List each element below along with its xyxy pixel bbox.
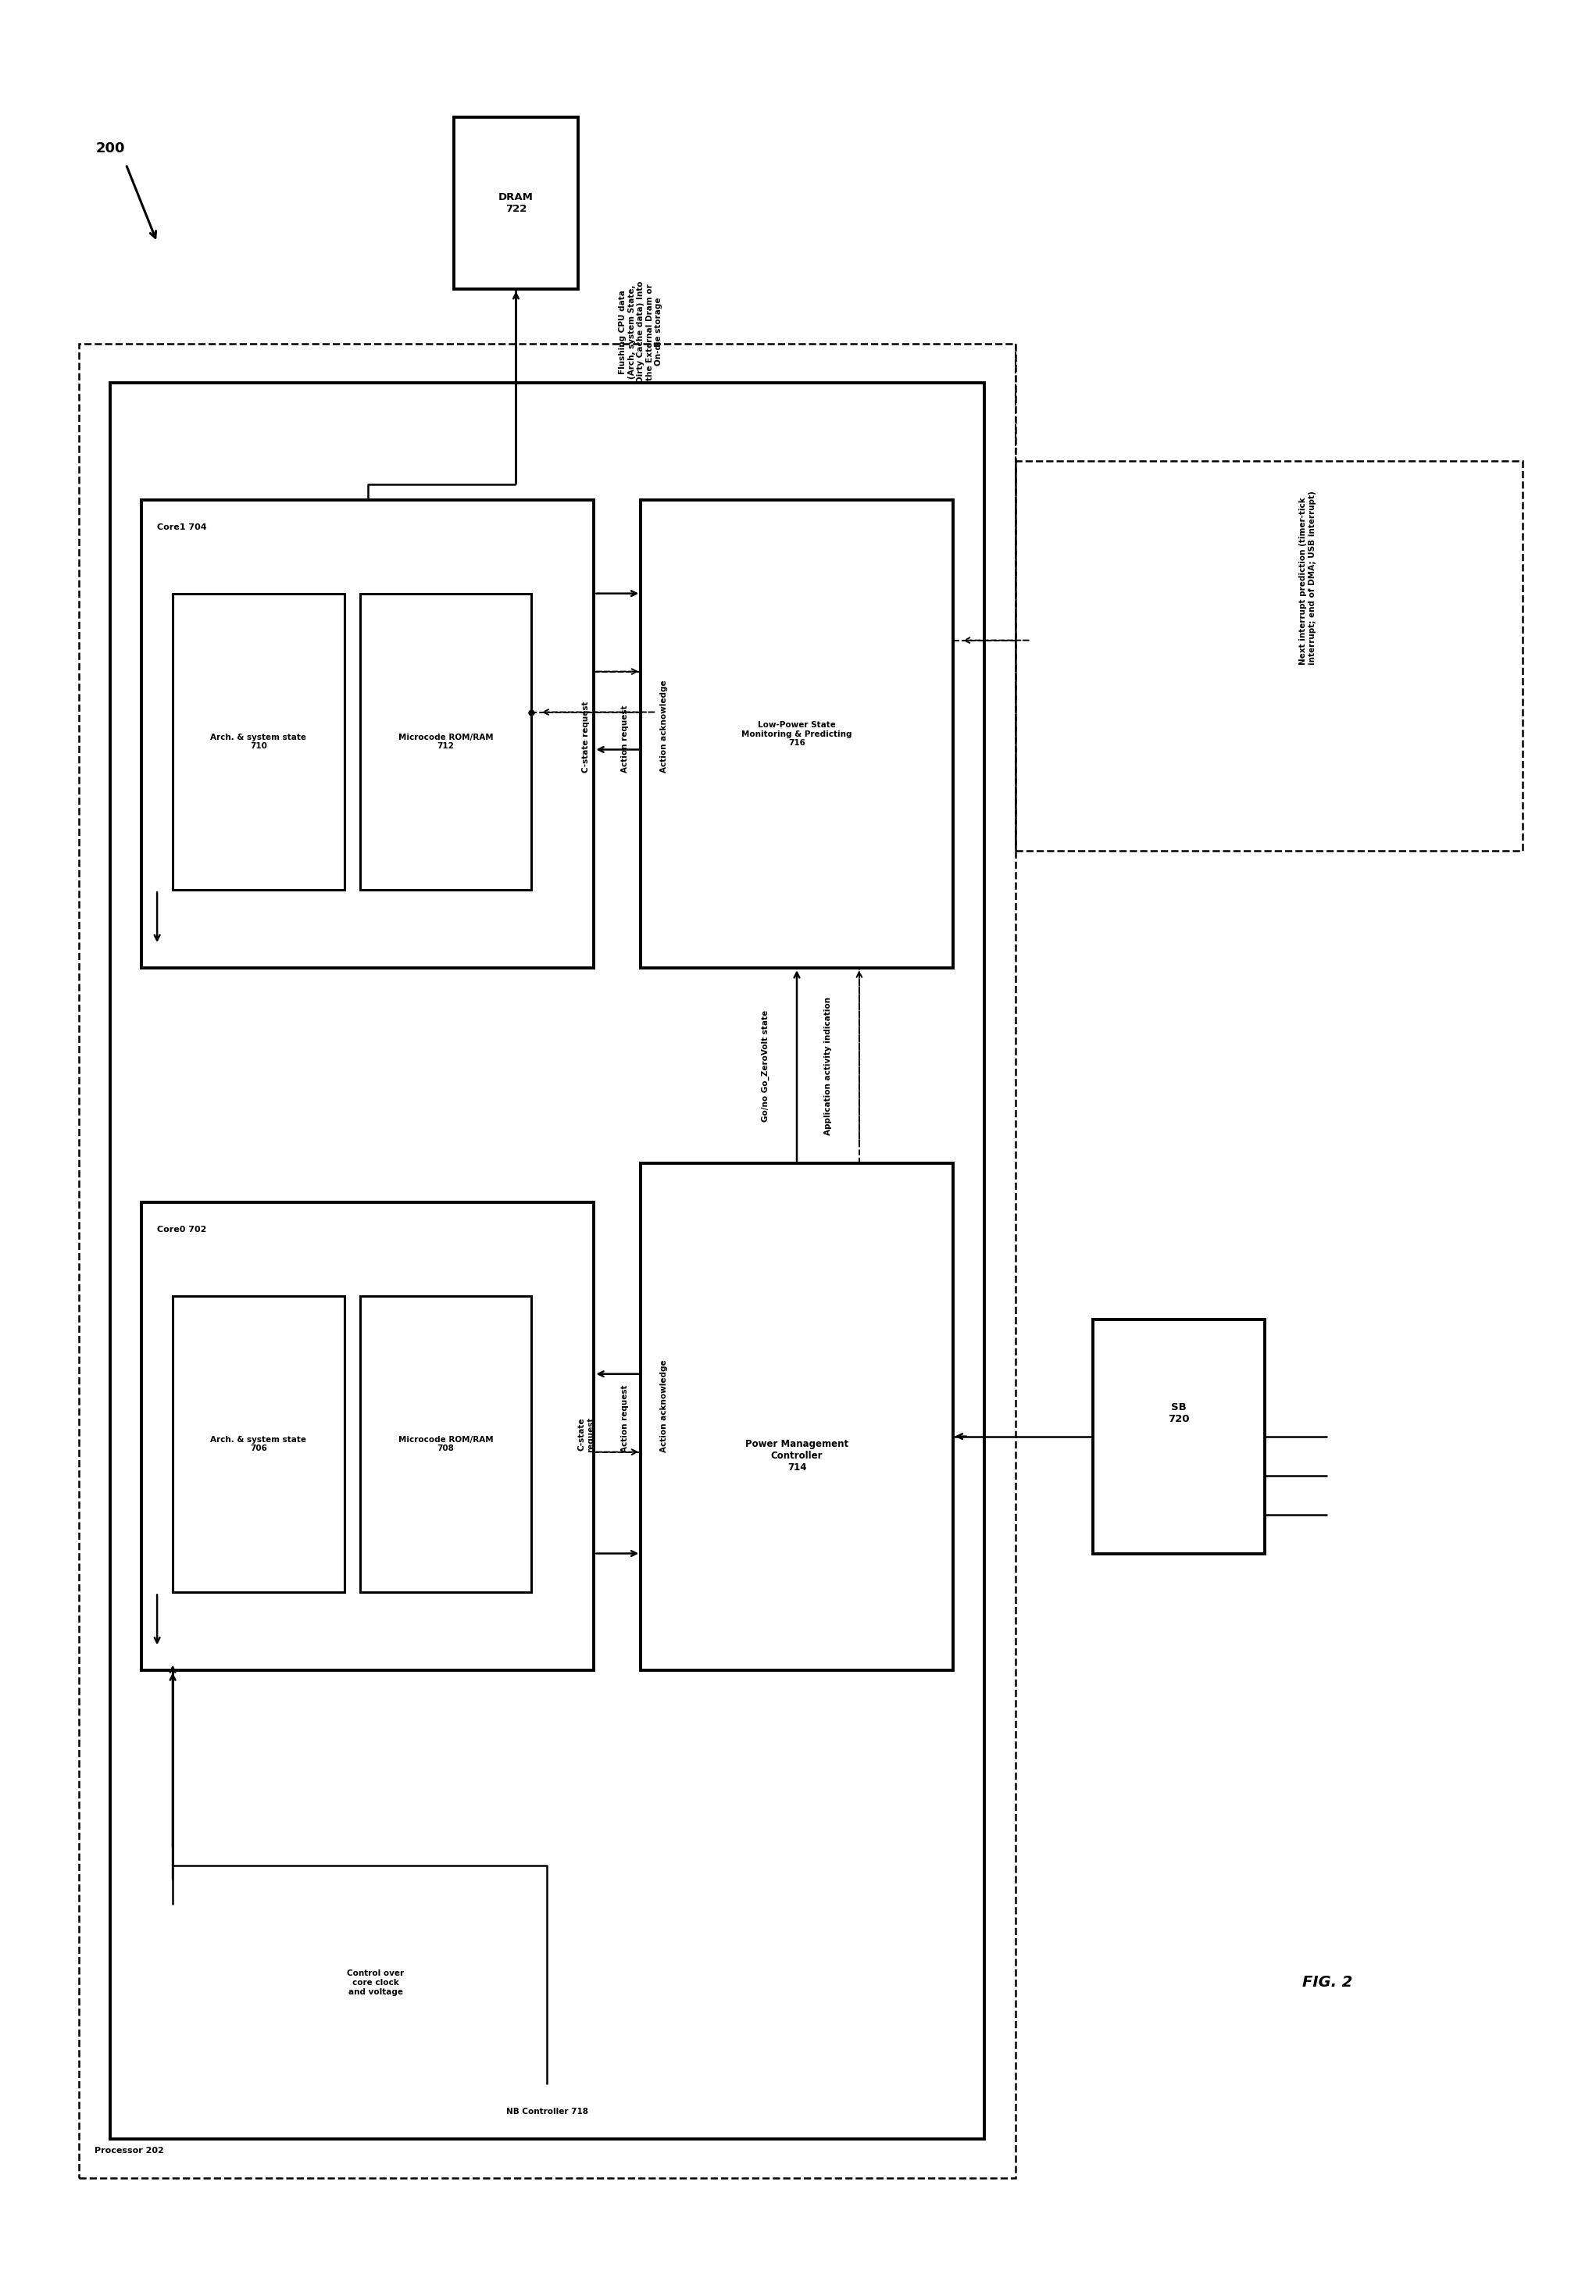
Text: Microcode ROM/RAM
712: Microcode ROM/RAM 712 [399,732,493,751]
Text: Control over
core clock
and voltage: Control over core clock and voltage [346,1970,404,1995]
Text: Go/no Go_ZeroVolt state: Go/no Go_ZeroVolt state [761,1010,769,1120]
Text: Next interrupt prediction (timer-tick
interrupt; end of DMA; USB interrupt): Next interrupt prediction (timer-tick in… [1299,491,1317,666]
Bar [642,1164,953,1671]
Bar [172,1295,345,1593]
Bar [642,501,953,969]
Text: Action request: Action request [621,1384,629,1451]
Text: Arch. & system state
706: Arch. & system state 706 [211,1435,306,1453]
Text: Application activity indication: Application activity indication [824,996,832,1134]
Text: Core0 702: Core0 702 [156,1226,206,1233]
Text: C-state
request: C-state request [578,1417,595,1451]
Text: C-state request: C-state request [583,703,591,774]
Text: Action request: Action request [621,705,629,774]
Bar [110,383,985,2140]
Bar [80,344,1015,2179]
Bar [142,501,594,969]
Text: Action acknowledge: Action acknowledge [661,680,669,774]
Bar [1015,461,1523,852]
Text: Action acknowledge: Action acknowledge [661,1359,669,1451]
Bar [361,592,531,891]
Bar [453,117,578,289]
Text: Microcode ROM/RAM
708: Microcode ROM/RAM 708 [399,1435,493,1453]
Bar [361,1295,531,1593]
Text: Processor 202: Processor 202 [94,2147,164,2154]
Text: 200: 200 [96,142,124,156]
Text: SB
720: SB 720 [1168,1403,1191,1424]
Text: Arch. & system state
710: Arch. & system state 710 [211,732,306,751]
Text: FIG. 2: FIG. 2 [1302,1975,1352,1991]
Text: Flushing CPU data
(Arch, system State,
Dirty Cache data) Into
the External Dram : Flushing CPU data (Arch, system State, D… [619,280,662,383]
Text: Core1 704: Core1 704 [156,523,207,530]
Bar [142,1203,594,1671]
Text: NB Controller 718: NB Controller 718 [506,2108,589,2115]
Bar [172,592,345,891]
Text: DRAM
722: DRAM 722 [498,193,533,214]
Text: Power Management
Controller
714: Power Management Controller 714 [745,1440,849,1472]
Bar [1093,1320,1266,1554]
Text: Low-Power State
Monitoring & Predicting
716: Low-Power State Monitoring & Predicting … [742,721,852,746]
